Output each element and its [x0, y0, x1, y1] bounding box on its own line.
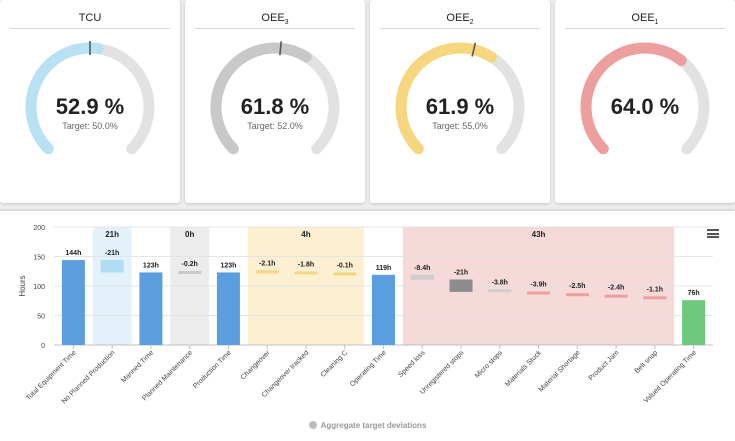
gauge-card-oee1: OEE1 64.0 %	[555, 0, 735, 203]
gauge-value-arc	[25, 42, 104, 155]
waterfall-bar	[682, 300, 706, 345]
gauge-target-marker	[471, 42, 477, 57]
bar-value-label: -21h	[105, 250, 119, 257]
waterfall-bar	[488, 289, 512, 293]
waterfall-bar	[410, 274, 434, 280]
waterfall-bar	[604, 294, 628, 298]
gauge-target: Target: 50.0%	[62, 121, 118, 131]
title-divider	[380, 28, 540, 29]
x-tick-label: Manned Time	[120, 349, 155, 384]
bar-value-label: 76h	[688, 290, 700, 297]
gauge-chart	[210, 41, 340, 155]
waterfall-bar	[643, 296, 667, 300]
waterfall-bar	[294, 271, 318, 275]
gauge-chart	[580, 42, 710, 155]
title-divider	[195, 28, 355, 29]
gauge-value: 52.9 %	[55, 94, 125, 119]
band-total-label: 21h	[105, 230, 119, 239]
waterfall-chart-card: 21h 0h 4h 43h 0 50 100 150 200 Hours 144h Total Equ…	[0, 211, 735, 441]
band-total-label: 4h	[301, 230, 310, 239]
legend-item[interactable]: Aggregate target deviations	[0, 421, 735, 430]
bar-value-label: -21h	[454, 270, 468, 277]
waterfall-bar	[333, 272, 357, 276]
waterfall-bar	[139, 272, 163, 345]
x-tick-label: Material Shortage	[538, 349, 582, 393]
gauge-title: OEE1	[631, 12, 659, 27]
bar-value-label: -3.9h	[530, 282, 546, 289]
bar-value-label: -1.1h	[647, 286, 663, 293]
x-tick-label: Product Jam	[588, 349, 621, 382]
waterfall-bar	[565, 293, 589, 297]
waterfall-bar	[216, 272, 240, 345]
waterfall-bar	[372, 274, 395, 345]
y-tick-label: 50	[37, 314, 45, 321]
x-tick-label: Changeover	[240, 349, 272, 381]
title-divider	[565, 28, 725, 29]
gauge-target: Target: 52.0%	[247, 121, 303, 131]
x-tick-label: Production Time	[192, 349, 233, 390]
x-tick-label: Operating Time	[349, 349, 388, 388]
bar-value-label: 123h	[143, 262, 159, 269]
waterfall-bar	[100, 260, 124, 273]
waterfall-bar	[61, 260, 85, 345]
gauge-value: 61.8 %	[240, 94, 310, 119]
hamburger-menu-icon[interactable]	[707, 229, 719, 238]
gauge-card-oee3: OEE3 61.8 % Target: 52.0%	[185, 0, 365, 203]
waterfall-bar	[255, 270, 279, 274]
waterfall-bar	[527, 291, 551, 295]
y-tick-label: 200	[33, 225, 45, 232]
gauge-value: 61.9 %	[425, 94, 495, 119]
gauge-value-arc	[210, 42, 312, 155]
gauge-value-arc	[395, 42, 497, 155]
bar-value-label: -1.8h	[298, 261, 314, 268]
x-tick-label: Materials Stuck	[504, 349, 543, 388]
band-total-label: 0h	[185, 230, 194, 239]
gauge-value-arc	[580, 42, 687, 155]
bar-value-label: -3.8h	[492, 279, 508, 286]
x-tick-label: Unregistered stops	[419, 349, 466, 396]
waterfall-bar	[178, 270, 202, 274]
bar-value-label: 119h	[376, 265, 392, 272]
gauge-target: Target: 55.0%	[432, 121, 488, 131]
bar-value-label: -0.1h	[337, 262, 353, 269]
y-tick-label: 150	[33, 255, 45, 262]
y-tick-label: 0	[41, 343, 45, 350]
bar-value-label: 123h	[220, 262, 236, 269]
gauge-chart	[25, 41, 155, 155]
bar-value-label: -8.4h	[414, 265, 430, 272]
gauge-value: 64.0 %	[610, 94, 680, 119]
title-divider	[10, 28, 170, 29]
waterfall-bar	[449, 279, 473, 292]
x-tick-label: Speed loss	[397, 349, 427, 379]
x-tick-label: Belt snap	[634, 349, 660, 375]
gauge-card-oee2: OEE2 61.9 % Target: 55.0%	[370, 0, 550, 203]
gauge-card-tcu: TCU 52.9 % Target: 50.0%	[0, 0, 180, 203]
bar-value-label: -0.2h	[182, 261, 198, 268]
x-tick-label: Micro stops	[474, 349, 505, 380]
legend-dot-icon	[308, 421, 317, 429]
y-axis-label: Hours	[18, 275, 27, 296]
gauge-title: OEE2	[446, 12, 474, 27]
x-tick-label: Cleaning C	[320, 349, 349, 378]
bar-value-label: -2.1h	[259, 260, 275, 267]
y-tick-label: 100	[33, 284, 45, 291]
legend-label: Aggregate target deviations	[320, 421, 427, 430]
bar-value-label: -2.5h	[569, 283, 585, 290]
bar-value-label: -2.4h	[608, 285, 624, 292]
gauge-title: OEE3	[261, 12, 289, 27]
gauge-chart	[395, 42, 525, 155]
bar-value-label: 144h	[65, 250, 81, 257]
gauge-title: TCU	[78, 12, 102, 24]
band-total-label: 43h	[532, 230, 546, 239]
gauge-target-marker	[279, 41, 283, 56]
